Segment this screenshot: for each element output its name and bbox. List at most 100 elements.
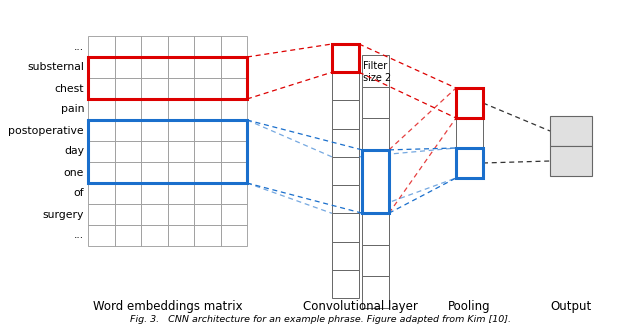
Bar xyxy=(88,57,247,99)
Bar xyxy=(194,183,221,204)
Bar xyxy=(168,120,194,141)
Bar xyxy=(362,276,389,308)
Bar xyxy=(362,245,389,276)
Bar xyxy=(221,99,247,120)
Text: Fig. 3.   CNN architecture for an example phrase. Figure adapted from Kim [10].: Fig. 3. CNN architecture for an example … xyxy=(129,315,511,323)
Bar xyxy=(194,204,221,225)
Text: Convolutional layer: Convolutional layer xyxy=(303,300,418,313)
Text: surgery: surgery xyxy=(43,210,84,219)
Bar xyxy=(332,72,359,100)
Bar xyxy=(332,157,359,185)
Bar xyxy=(194,120,221,141)
Bar xyxy=(221,162,247,183)
Bar xyxy=(332,100,359,129)
Bar xyxy=(88,120,247,183)
Bar xyxy=(115,120,141,141)
Bar xyxy=(550,146,592,176)
Bar xyxy=(332,270,359,298)
Bar xyxy=(115,78,141,99)
Text: pain: pain xyxy=(61,105,84,114)
Bar xyxy=(115,162,141,183)
Bar xyxy=(194,99,221,120)
Bar xyxy=(168,99,194,120)
Bar xyxy=(168,57,194,78)
Bar xyxy=(115,36,141,57)
Bar xyxy=(115,57,141,78)
Text: Word embeddings matrix: Word embeddings matrix xyxy=(93,300,243,313)
Bar xyxy=(362,150,389,182)
Bar xyxy=(88,225,115,246)
Bar xyxy=(88,141,115,162)
Bar xyxy=(168,141,194,162)
Bar xyxy=(168,78,194,99)
Bar xyxy=(88,183,115,204)
Bar xyxy=(332,213,359,242)
Bar xyxy=(88,204,115,225)
Text: ...: ... xyxy=(74,41,84,52)
Bar xyxy=(141,36,168,57)
Text: chest: chest xyxy=(54,83,84,94)
Bar xyxy=(141,162,168,183)
Text: Filter
size 2: Filter size 2 xyxy=(363,61,391,83)
Bar xyxy=(88,36,115,57)
Bar xyxy=(332,129,359,157)
Bar xyxy=(194,78,221,99)
Text: postoperative: postoperative xyxy=(8,126,84,136)
Bar xyxy=(221,141,247,162)
Bar xyxy=(332,44,359,72)
Bar xyxy=(332,44,359,72)
Bar xyxy=(141,204,168,225)
Bar xyxy=(362,87,389,118)
Bar xyxy=(456,88,483,118)
Bar xyxy=(456,148,483,178)
Bar xyxy=(88,120,115,141)
Bar xyxy=(115,141,141,162)
Text: Pooling: Pooling xyxy=(448,300,491,313)
Bar xyxy=(88,57,115,78)
Bar xyxy=(550,116,592,146)
Bar xyxy=(88,99,115,120)
Bar xyxy=(456,88,483,118)
Text: one: one xyxy=(63,168,84,177)
Bar xyxy=(168,225,194,246)
Bar xyxy=(194,225,221,246)
Bar xyxy=(456,148,483,178)
Bar xyxy=(221,57,247,78)
Text: day: day xyxy=(64,146,84,156)
Bar xyxy=(141,57,168,78)
Bar xyxy=(362,55,389,87)
Bar xyxy=(221,204,247,225)
Bar xyxy=(88,162,115,183)
Bar xyxy=(168,162,194,183)
Bar xyxy=(115,99,141,120)
Bar xyxy=(141,99,168,120)
Bar xyxy=(141,183,168,204)
Bar xyxy=(115,225,141,246)
Bar xyxy=(141,120,168,141)
Bar xyxy=(194,57,221,78)
Bar xyxy=(332,185,359,213)
Text: ...: ... xyxy=(74,230,84,241)
Text: substernal: substernal xyxy=(27,63,84,72)
Bar xyxy=(115,204,141,225)
Text: of: of xyxy=(74,188,84,199)
Bar xyxy=(221,225,247,246)
Bar xyxy=(194,141,221,162)
Bar xyxy=(168,204,194,225)
Bar xyxy=(362,182,389,213)
Bar xyxy=(141,78,168,99)
Bar xyxy=(194,36,221,57)
Bar xyxy=(194,162,221,183)
Bar xyxy=(362,213,389,245)
Bar xyxy=(141,225,168,246)
Bar xyxy=(141,141,168,162)
Bar xyxy=(221,78,247,99)
Bar xyxy=(362,150,389,213)
Bar xyxy=(221,183,247,204)
Bar xyxy=(168,36,194,57)
Bar xyxy=(168,183,194,204)
Bar xyxy=(332,242,359,270)
Bar xyxy=(221,120,247,141)
Text: Output: Output xyxy=(550,300,591,313)
Bar xyxy=(115,183,141,204)
